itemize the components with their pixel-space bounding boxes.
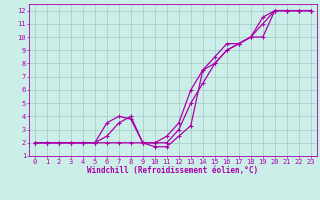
X-axis label: Windchill (Refroidissement éolien,°C): Windchill (Refroidissement éolien,°C) bbox=[87, 166, 258, 175]
